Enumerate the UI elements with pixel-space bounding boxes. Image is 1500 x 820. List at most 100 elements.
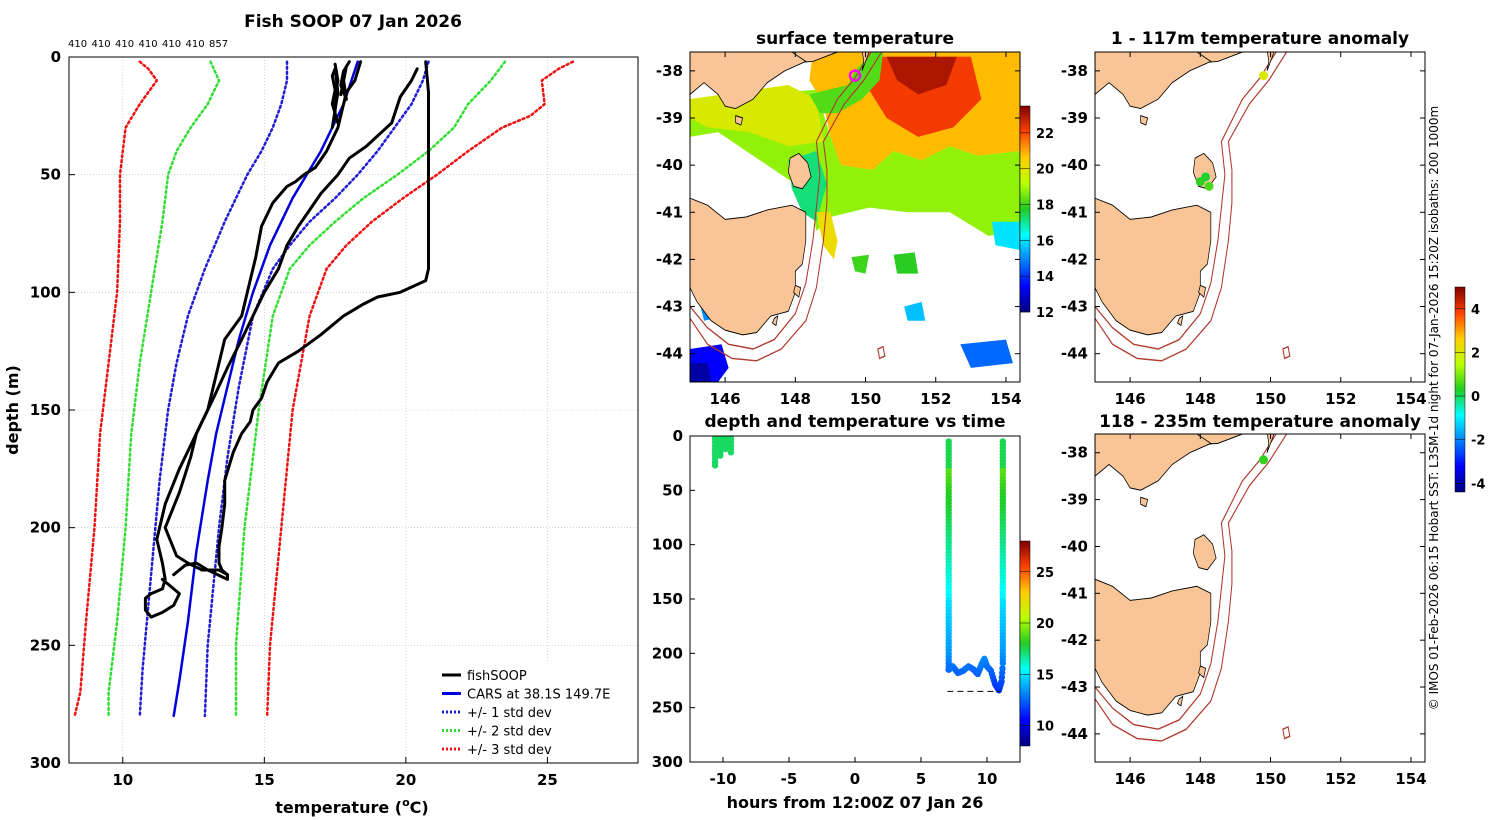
map-ytick-label: -40 bbox=[1061, 156, 1088, 174]
sst-map bbox=[690, 50, 1020, 382]
colorbar-tick-label: 10 bbox=[1036, 720, 1054, 735]
profile-series-line bbox=[217, 60, 430, 577]
profile-xtick-label: 20 bbox=[395, 771, 416, 789]
colorbar-tick-label: 0 bbox=[1471, 390, 1480, 405]
profile-xlabel: temperature (oC) bbox=[275, 796, 428, 817]
sst-field-patch bbox=[904, 301, 926, 321]
depthtime-ytick-label: 100 bbox=[652, 536, 683, 554]
colorbar-tick-label: -2 bbox=[1471, 434, 1485, 449]
map-ytick-label: -42 bbox=[1061, 631, 1088, 649]
map-ytick-label: -38 bbox=[1061, 62, 1088, 80]
profile-count-label: 410 bbox=[139, 39, 158, 50]
anomaly-1-ticks: 146 148 150 152 154 -38 -39 -40 -41 -42 -43 -44 bbox=[1061, 52, 1427, 408]
profile-ytick-label: 50 bbox=[40, 166, 61, 184]
colorbar-tick-label: 25 bbox=[1036, 566, 1054, 581]
anomaly-2-title: 118 - 235m temperature anomaly bbox=[1099, 412, 1421, 432]
sst-ticks: 146 148 150 152 154 -38 -39 -40 -41 -42 -43 -44 bbox=[656, 52, 1022, 408]
map-xtick-label: 150 bbox=[1255, 390, 1286, 408]
profile-panel: Fish SOOP 07 Jan 2026 410 410 410 410 410 410… bbox=[3, 12, 639, 817]
map-ytick-label: -39 bbox=[656, 109, 683, 127]
depthtime-ytick-label: 200 bbox=[652, 644, 683, 662]
profile-series-line bbox=[265, 60, 575, 718]
map-xtick-label: 152 bbox=[1325, 390, 1356, 408]
sst-colorbar-ticks: 12 14 16 18 20 22 bbox=[1020, 127, 1054, 321]
depthtime-xtick-label: -5 bbox=[781, 770, 798, 788]
colorbar-tick-label: 12 bbox=[1036, 306, 1054, 321]
depthtime-point bbox=[999, 659, 1007, 667]
map-xtick-label: 148 bbox=[780, 390, 811, 408]
profile-count-label: 410 bbox=[68, 39, 87, 50]
anomaly-point bbox=[1204, 181, 1214, 191]
attribution-note: © IMOS 01-Feb-2026 06:15 Hobart SST: L3S… bbox=[1427, 106, 1441, 710]
profile-series bbox=[73, 60, 575, 718]
profile-xtick-label: 15 bbox=[254, 771, 275, 789]
anomaly-2-axes-box bbox=[1094, 433, 1426, 763]
sst-field-patch bbox=[816, 212, 838, 260]
profile-ytick-label: 200 bbox=[30, 519, 61, 537]
profile-xtick-label: 10 bbox=[112, 771, 133, 789]
map-ytick-label: -39 bbox=[1061, 109, 1088, 127]
depthtime-title: depth and temperature vs time bbox=[705, 412, 1006, 432]
map-ytick-label: -38 bbox=[1061, 444, 1088, 462]
depthtime-point bbox=[727, 449, 735, 456]
profile-xtick-label: 25 bbox=[537, 771, 558, 789]
anomaly-1-axes-box bbox=[1094, 51, 1426, 383]
profile-count-labels: 410 410 410 410 410 410 857 bbox=[68, 39, 228, 50]
profile-series-line bbox=[73, 60, 159, 718]
depthtime-points bbox=[711, 436, 1007, 694]
profile-ylabel: depth (m) bbox=[3, 365, 22, 455]
depthtime-ytick-label: 0 bbox=[673, 427, 683, 445]
depthtime-colorbar bbox=[1019, 540, 1031, 747]
profile-ytick-label: 150 bbox=[30, 401, 61, 419]
fishsoop-location-marker bbox=[848, 69, 862, 82]
colorbar-tick-label: 22 bbox=[1036, 127, 1054, 142]
profile-count-label: 410 bbox=[92, 39, 111, 50]
map-geo-layer bbox=[690, 50, 1020, 382]
map-ytick-label: -44 bbox=[1061, 345, 1088, 363]
map-xtick-label: 146 bbox=[1114, 390, 1145, 408]
map-xtick-label: 150 bbox=[1255, 770, 1286, 788]
map-ytick-label: -43 bbox=[1061, 298, 1088, 316]
colorbar-tick-label: 20 bbox=[1036, 617, 1054, 632]
depthtime-xtick-label: 5 bbox=[916, 770, 926, 788]
sst-title: surface temperature bbox=[756, 29, 954, 49]
sst-field-patch bbox=[865, 56, 982, 137]
colorbar-tick-label: -4 bbox=[1471, 477, 1485, 492]
map-xtick-label: 152 bbox=[920, 390, 951, 408]
profile-legend: fishSOOP CARS at 38.1S 149.7E +/- 1 std de… bbox=[435, 662, 611, 758]
profile-series-line bbox=[138, 60, 289, 718]
legend-label: +/- 2 std dev bbox=[467, 725, 552, 740]
anomaly-2-panel: 118 - 235m temperature anomaly 146 148 150… bbox=[1061, 412, 1427, 788]
profile-series-line bbox=[107, 60, 221, 718]
legend-label: fishSOOP bbox=[467, 669, 527, 684]
map-ytick-label: -42 bbox=[656, 250, 683, 268]
map-ytick-label: -39 bbox=[1061, 491, 1088, 509]
legend-label: CARS at 38.1S 149.7E bbox=[467, 688, 610, 703]
map-ytick-label: -43 bbox=[1061, 678, 1088, 696]
legend-label: +/- 1 std dev bbox=[467, 706, 552, 721]
depthtime-xtick-label: 0 bbox=[850, 770, 860, 788]
colorbar-tick-label: 18 bbox=[1036, 199, 1054, 214]
map-xtick-label: 154 bbox=[1395, 390, 1426, 408]
map-ytick-label: -41 bbox=[1061, 584, 1088, 602]
sst-field-patch bbox=[690, 363, 712, 382]
anomaly-point bbox=[1259, 71, 1269, 81]
map-ytick-label: -38 bbox=[656, 62, 683, 80]
profile-series-line bbox=[163, 60, 363, 581]
depthtime-ytick-label: 300 bbox=[652, 753, 683, 771]
sst-panel: surface temperature 146 148 150 152 154 -38 -3… bbox=[656, 29, 1054, 408]
sst-field-patch bbox=[851, 254, 870, 274]
map-ytick-label: -41 bbox=[656, 203, 683, 221]
profile-count-label: 410 bbox=[186, 39, 205, 50]
depthtime-ytick-label: 50 bbox=[662, 481, 683, 499]
map-ytick-label: -42 bbox=[1061, 250, 1088, 268]
depthtime-xtick-label: 10 bbox=[977, 770, 998, 788]
map-ytick-label: -40 bbox=[656, 156, 683, 174]
map-xtick-label: 152 bbox=[1325, 770, 1356, 788]
profile-count-label: 857 bbox=[209, 39, 228, 50]
anomaly-2-map bbox=[1095, 432, 1290, 741]
anomaly-1-title: 1 - 117m temperature anomaly bbox=[1111, 29, 1409, 49]
